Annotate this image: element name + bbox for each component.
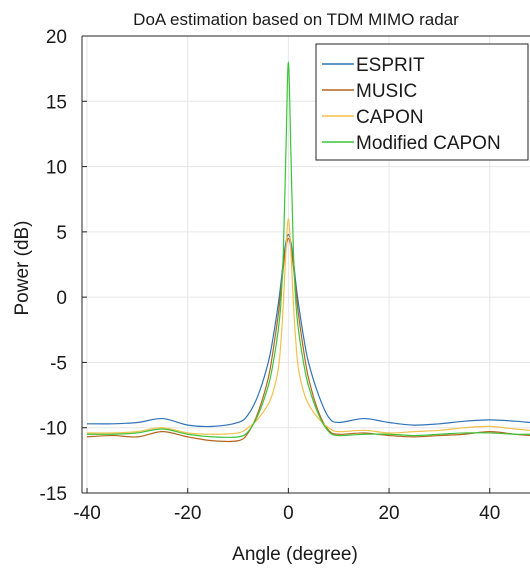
y-tick-label: 10: [46, 158, 67, 179]
legend-label: CAPON: [356, 107, 424, 128]
x-axis-label: Angle (degree): [232, 544, 358, 565]
x-tick-label: -40: [73, 503, 100, 524]
x-tick-label: 0: [283, 503, 294, 524]
legend-label: ESPRIT: [356, 55, 425, 76]
y-tick-label: 5: [56, 223, 67, 244]
y-tick-label: 20: [46, 27, 67, 48]
x-tick-label: 20: [378, 503, 399, 524]
x-tick-label: -20: [174, 503, 201, 524]
series-lines: [86, 61, 530, 443]
chart-title: DoA estimation based on TDM MIMO radar: [133, 10, 459, 29]
x-tick-label: 40: [479, 503, 500, 524]
y-tick-label: -5: [50, 353, 67, 374]
axes: [81, 35, 530, 494]
y-tick-label: -15: [40, 484, 67, 505]
legend-label: Modified CAPON: [356, 133, 501, 154]
tick-labels: -40 -20 0 20 40 20 15 10 5 0 -5 -10 -15: [40, 27, 501, 524]
y-tick-label: 15: [46, 92, 67, 113]
y-axis-label: Power (dB): [12, 220, 33, 315]
legend-label: MUSIC: [356, 81, 417, 102]
y-tick-label: -10: [40, 419, 67, 440]
series-line-modified-capon: [87, 61, 530, 438]
legend: ESPRIT MUSIC CAPON Modified CAPON: [315, 43, 529, 161]
y-tick-label: 0: [56, 288, 67, 309]
series-line-capon: [87, 218, 530, 435]
